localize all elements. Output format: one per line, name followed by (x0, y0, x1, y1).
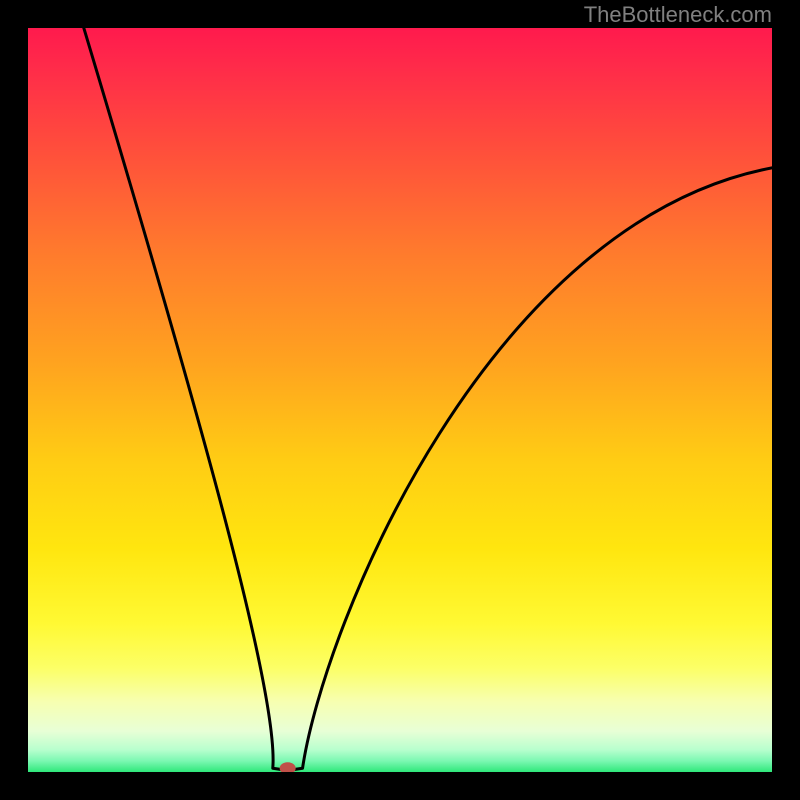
chart-container: TheBottleneck.com (0, 0, 800, 800)
plot-gradient (28, 28, 772, 772)
nadir-marker (280, 762, 296, 774)
chart-svg (0, 0, 800, 800)
watermark-text: TheBottleneck.com (584, 2, 772, 28)
